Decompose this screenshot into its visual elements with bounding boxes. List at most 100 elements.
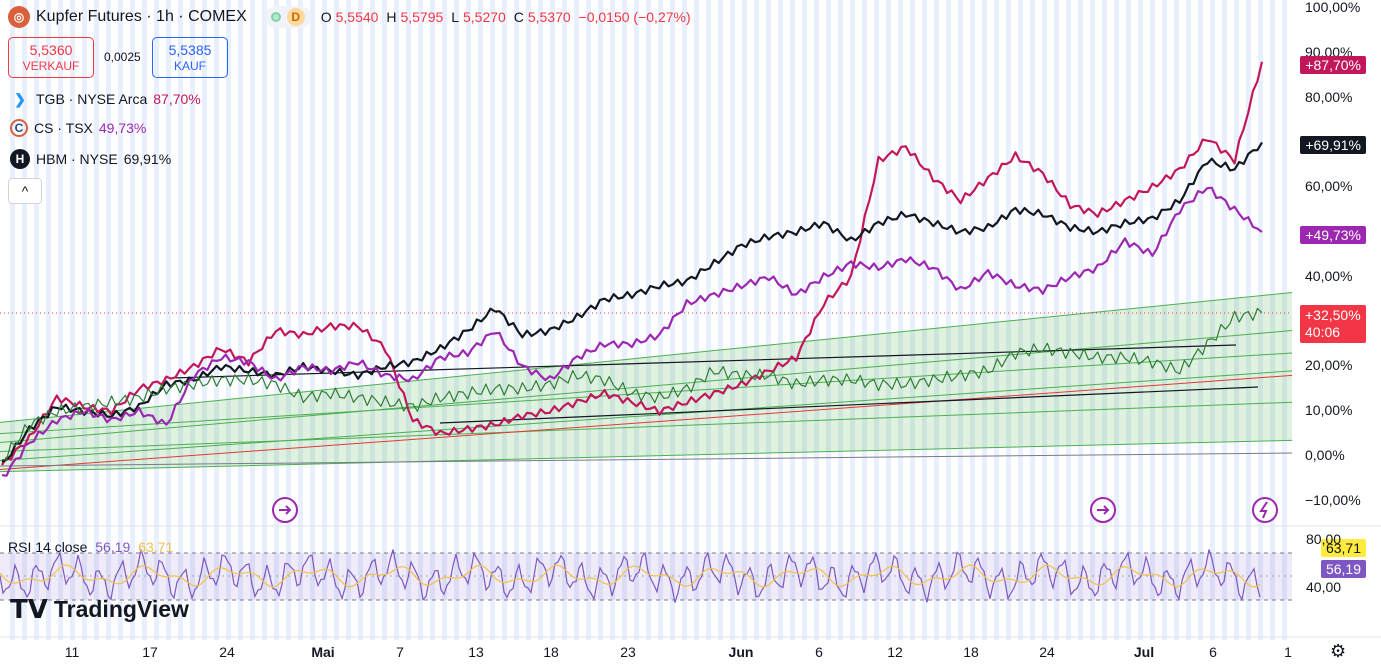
rsi-legend[interactable]: RSI 14 close 56,19 63,71 <box>8 539 173 555</box>
x-tick-label: 6 <box>815 644 823 660</box>
rsi-tag: 56,19 <box>1320 560 1366 578</box>
session-band <box>382 0 387 640</box>
x-tick-label: 12 <box>887 644 903 660</box>
session-band <box>274 0 279 640</box>
session-band <box>1102 0 1107 640</box>
y-tick-label: 100,00% <box>1305 0 1361 15</box>
symbol-title[interactable]: Kupfer Futures · 1h · COMEX <box>36 8 247 25</box>
chevron-up-icon: ^ <box>21 183 29 199</box>
series-line-hbm-nyse <box>1 141 1263 463</box>
x-tick-label: 24 <box>219 644 235 660</box>
session-band <box>34 0 39 640</box>
copper-price-tag: +32,50% 40:06 <box>1300 305 1366 343</box>
session-band <box>874 0 879 640</box>
session-band <box>982 0 987 640</box>
x-tick-label: Jun <box>729 644 754 660</box>
session-band <box>154 0 159 640</box>
tradingview-logo[interactable]: 𝗧𝗩 TradingView <box>10 594 189 625</box>
earnings-event-icon[interactable] <box>1252 497 1278 523</box>
session-band <box>826 0 831 640</box>
sell-price: 5,5360 <box>29 42 73 58</box>
session-band <box>346 0 351 640</box>
dividend-event-icon[interactable] <box>272 497 298 523</box>
session-band <box>886 0 891 640</box>
sell-button[interactable]: 5,5360 VERKAUF <box>8 37 94 78</box>
y-tick-label: 20,00% <box>1305 357 1353 374</box>
chevron-right-icon: ❯ <box>14 90 26 107</box>
session-band <box>406 0 411 640</box>
session-band <box>1162 0 1167 640</box>
session-band <box>334 0 339 640</box>
x-axis: 11 17 24 Mai 7 13 18 23 Jun 6 12 18 24 Jul 6 1 <box>0 636 1381 660</box>
delayed-data-badge[interactable]: D <box>286 8 305 26</box>
trend-line-lower <box>439 386 1259 424</box>
session-band <box>1042 0 1047 640</box>
session-band <box>778 0 783 640</box>
session-band <box>358 0 363 640</box>
rsi-pane <box>0 525 1381 603</box>
copper-change: +32,50% <box>1305 307 1361 323</box>
session-band <box>82 0 87 640</box>
session-band <box>1186 0 1191 640</box>
collapse-legend-button[interactable]: ^ <box>8 178 42 204</box>
session-band <box>1138 0 1143 640</box>
x-tick-label: 17 <box>142 644 158 660</box>
logo-text: TradingView <box>53 596 189 622</box>
main-symbol-legend[interactable]: ◎ Kupfer Futures · 1h · COMEX D O 5,5540 … <box>8 6 695 28</box>
session-band <box>178 0 183 640</box>
session-band <box>418 0 423 640</box>
buy-button[interactable]: 5,5385 KAUF <box>152 37 228 78</box>
session-band <box>286 0 291 640</box>
gear-icon[interactable]: ⚙ <box>1330 641 1347 661</box>
session-band <box>694 0 699 640</box>
session-band <box>70 0 75 640</box>
rsi-label: RSI 14 close <box>8 539 88 555</box>
session-band <box>946 0 951 640</box>
channel-line <box>0 330 1293 444</box>
compare-row-cs[interactable]: C CS · TSX 49,73% <box>10 119 146 137</box>
session-band <box>1222 0 1227 640</box>
session-band <box>214 0 219 640</box>
session-band <box>94 0 99 640</box>
session-band <box>310 0 315 640</box>
channel-median-line <box>0 374 1293 470</box>
session-band <box>910 0 915 640</box>
session-band <box>790 0 795 640</box>
dividend-event-icon[interactable] <box>1090 497 1116 523</box>
series-line-tgb-nyse-arca <box>1 61 1264 466</box>
session-band <box>442 0 447 640</box>
session-band <box>958 0 963 640</box>
arrow-right-icon <box>1097 505 1110 515</box>
session-band <box>1270 0 1275 640</box>
baseline-line <box>0 452 1293 467</box>
session-band <box>1054 0 1059 640</box>
session-band <box>514 0 519 640</box>
event-markers[interactable] <box>272 497 1278 523</box>
session-band <box>190 0 195 640</box>
session-band <box>226 0 231 640</box>
channel-line <box>0 439 1293 473</box>
session-band <box>1234 0 1239 640</box>
session-band <box>862 0 867 640</box>
session-band <box>1090 0 1095 640</box>
buy-price: 5,5385 <box>168 42 212 58</box>
compare-row-hbm[interactable]: H HBM · NYSE 69,91% <box>10 149 171 169</box>
session-band <box>970 0 975 640</box>
session-band <box>454 0 459 640</box>
session-band <box>538 0 543 640</box>
session-band <box>490 0 495 640</box>
compare-row-tgb[interactable]: ❯ TGB · NYSE Arca 87,70% <box>10 89 201 109</box>
x-tick-label: 18 <box>963 644 979 660</box>
x-tick-label: 24 <box>1039 644 1055 660</box>
session-band <box>754 0 759 640</box>
session-band <box>118 0 123 640</box>
session-band <box>370 0 375 640</box>
market-status-pill[interactable]: D <box>264 6 311 28</box>
hbm-logo-icon: H <box>10 149 30 169</box>
background-session-bands <box>10 0 1287 640</box>
session-band <box>1114 0 1119 640</box>
channel-fill <box>0 292 1292 472</box>
session-band <box>46 0 51 640</box>
session-band <box>202 0 207 640</box>
